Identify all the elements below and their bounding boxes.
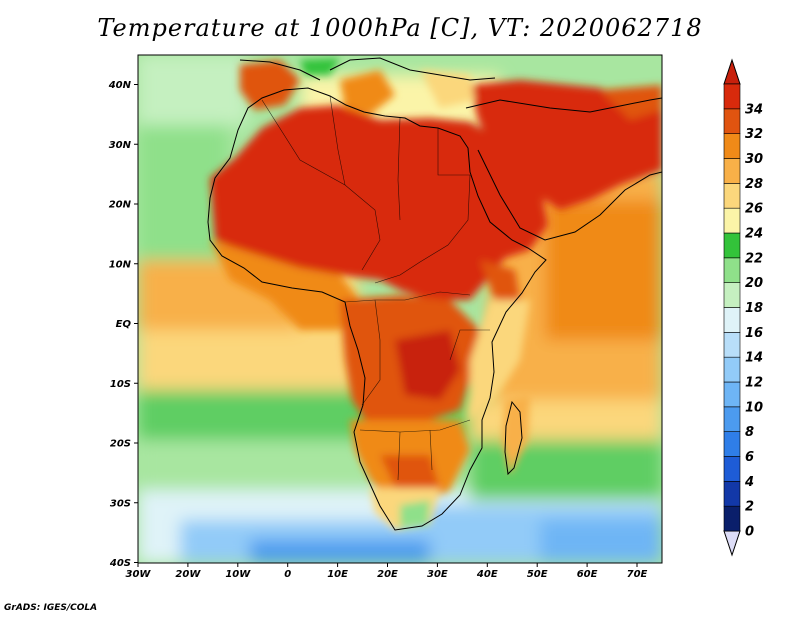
lon-tick-label: 20W (175, 569, 201, 580)
colorbar-segment (723, 207, 741, 234)
lon-tick-label: 50E (527, 569, 548, 580)
grads-credit: GrADS: IGES/COLA (4, 603, 98, 613)
colorbar-segment (723, 83, 741, 110)
lat-tick-label: 40S (109, 558, 131, 569)
colorbar-label: 12 (745, 376, 763, 391)
lat-tick-label: 20N (109, 200, 132, 211)
colorbar-label: 10 (745, 400, 763, 415)
colorbar-segment (723, 356, 741, 383)
lat-tick-label: 20S (110, 439, 131, 450)
lon-tick-label: 0 (284, 569, 291, 580)
colorbar-label: 8 (745, 425, 754, 440)
colorbar-label: 14 (745, 351, 763, 366)
colorbar-label: 24 (745, 227, 763, 242)
lat-tick-label: EQ (116, 319, 132, 330)
lon-tick-label: 40E (476, 569, 498, 580)
colorbar-segment (723, 232, 741, 259)
colorbar-segment (723, 505, 741, 532)
colorbar-under-arrow (723, 530, 741, 557)
colorbar-segment (723, 332, 741, 358)
lat-tick-label: 40N (108, 80, 132, 91)
colorbar-label: 26 (745, 202, 763, 217)
colorbar-segment (723, 133, 741, 159)
colorbar-segment (723, 183, 741, 209)
lon-tick-label: 10W (225, 569, 251, 580)
colorbar-segment (723, 282, 741, 308)
colorbar-segment (723, 481, 741, 507)
colorbar-segment (723, 406, 741, 432)
lat-tick-label: 10N (109, 259, 132, 270)
lon-tick-label: 60E (577, 569, 598, 580)
colorbar-segment (723, 431, 741, 457)
colorbar-segment (723, 456, 741, 482)
colorbar-label: 22 (745, 251, 763, 266)
colorbar-label: 30 (745, 152, 763, 167)
lon-tick-label: 10E (327, 569, 348, 580)
temperature-field (138, 55, 662, 563)
lon-tick-label: 70E (627, 569, 648, 580)
colorbar-label: 18 (745, 301, 763, 316)
colorbar-label: 20 (745, 276, 763, 291)
lon-tick-label: 20E (377, 569, 398, 580)
colorbar-label: 2 (745, 500, 754, 515)
colorbar-label: 6 (745, 450, 754, 465)
longitude-axis: 30W 20W 10W 0 10E 20E 30E 40E 50E 60E 70E (126, 563, 648, 580)
colorbar-segment (723, 158, 741, 184)
lat-tick-label: 30S (110, 498, 131, 509)
colorbar-label: 34 (745, 102, 763, 117)
colorbar-label: 4 (744, 475, 754, 490)
colorbar-segment (723, 307, 741, 333)
colorbar-label: 32 (745, 127, 763, 142)
colorbar-label: 28 (745, 177, 763, 192)
map-title: Temperature at 1000hPa [C], VT: 20200627… (97, 14, 703, 42)
coastlines (207, 57, 662, 531)
colorbar-segment (723, 381, 741, 408)
latitude-axis: 40N 30N 20N 10N EQ 10S 20S 30S 40S (108, 80, 138, 569)
lat-tick-label: 30N (109, 140, 132, 151)
lat-tick-label: 10S (110, 379, 131, 390)
colorbar-label: 16 (745, 326, 763, 341)
colorbar-segment (723, 257, 741, 283)
colorbar-label: 0 (745, 525, 754, 540)
lon-tick-label: 30E (427, 569, 448, 580)
lon-tick-label: 30W (126, 569, 152, 580)
colorbar-segment (723, 108, 741, 134)
plot-frame (137, 54, 663, 564)
colorbar-over-arrow (723, 58, 741, 85)
